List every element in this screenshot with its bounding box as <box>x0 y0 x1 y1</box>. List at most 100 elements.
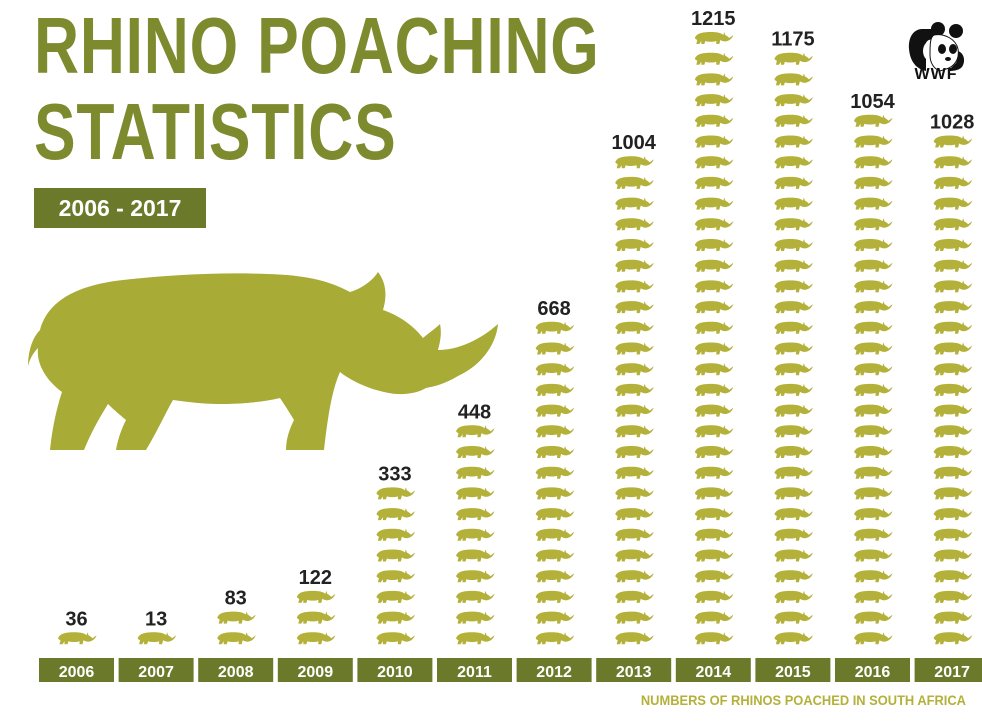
value-label-2011: 448 <box>458 401 491 423</box>
rhino-icon <box>854 404 893 417</box>
rhino-icon <box>854 383 893 396</box>
title-line-2: STATISTICS <box>34 87 397 176</box>
bar-2013 <box>615 156 654 645</box>
rhino-icon <box>854 280 893 293</box>
rhino-icon <box>774 321 813 334</box>
rhino-icon <box>854 528 893 541</box>
rhino-icon <box>774 239 813 251</box>
rhino-icon <box>854 218 893 231</box>
rhino-icon <box>615 549 654 562</box>
rhino-icon <box>694 363 734 376</box>
bar-2007 <box>137 632 177 645</box>
rhino-icon <box>774 446 813 458</box>
rhino-icon <box>774 280 813 293</box>
rhino-icon <box>376 632 415 645</box>
rhino-icon <box>933 342 973 355</box>
rhino-icon <box>296 590 336 603</box>
x-label-bg-2017 <box>914 658 982 682</box>
x-label-2017: 2017 <box>934 664 970 681</box>
rhino-icon <box>615 508 654 521</box>
rhino-icon <box>535 466 575 479</box>
rhino-icon <box>615 466 654 479</box>
x-label-2008: 2008 <box>218 664 254 681</box>
rhino-icon <box>774 176 813 189</box>
rhino-icon <box>615 176 654 189</box>
rhino-icon <box>933 321 973 334</box>
rhino-icon <box>694 446 734 458</box>
bar-2012 <box>535 321 575 645</box>
x-label-bg-2010 <box>357 658 433 682</box>
rhino-icon <box>535 528 575 541</box>
rhino-icon <box>854 487 893 500</box>
rhino-icon <box>376 590 415 603</box>
rhino-icon <box>774 73 813 86</box>
x-label-bg-2015 <box>755 658 831 682</box>
x-label-2013: 2013 <box>616 664 652 681</box>
rhino-icon <box>854 549 893 562</box>
wwf-panda-logo <box>908 22 965 72</box>
rhino-icon <box>615 280 654 293</box>
rhino-icon <box>535 404 575 417</box>
rhino-icon <box>535 570 575 583</box>
x-label-2015: 2015 <box>775 664 811 681</box>
rhino-icon <box>615 239 654 251</box>
x-label-2014: 2014 <box>696 664 732 681</box>
value-label-2006: 36 <box>65 608 87 630</box>
rhino-icon <box>615 590 654 603</box>
rhino-icon <box>694 466 734 479</box>
rhino-icon <box>933 632 973 645</box>
rhino-icon <box>456 446 495 458</box>
rhino-icon <box>854 259 893 272</box>
x-label-2010: 2010 <box>377 664 413 681</box>
rhino-icon <box>615 570 654 583</box>
rhino-icon <box>535 342 575 355</box>
value-label-2007: 13 <box>145 608 167 630</box>
value-label-2015: 1175 <box>771 29 814 51</box>
rhino-icon <box>774 94 813 107</box>
rhino-icon <box>694 342 734 355</box>
x-label-2007: 2007 <box>138 664 174 681</box>
rhino-icon <box>296 611 336 624</box>
rhino-icon <box>615 363 654 376</box>
rhino-icon <box>694 383 734 396</box>
rhino-icon <box>933 197 973 210</box>
rhino-icon <box>694 135 734 148</box>
rhino-icon <box>615 446 654 458</box>
rhino-icon <box>933 611 973 624</box>
rhino-icon <box>854 342 893 355</box>
rhino-icon <box>376 549 415 562</box>
rhino-icon <box>774 487 813 500</box>
rhino-icon <box>456 611 495 624</box>
rhino-icon <box>774 259 813 272</box>
value-label-2012: 668 <box>537 298 570 320</box>
rhino-icon <box>774 218 813 231</box>
rhino-icon <box>774 135 813 148</box>
rhino-icon <box>615 156 654 169</box>
rhino-icon <box>615 197 654 210</box>
rhino-icon <box>774 301 813 314</box>
rhino-icon <box>774 425 813 438</box>
rhino-icon <box>774 52 813 65</box>
rhino-icon <box>694 32 734 44</box>
rhino-icon <box>535 425 575 438</box>
x-label-2009: 2009 <box>298 664 334 681</box>
rhino-icon <box>854 156 893 169</box>
rhino-icon <box>933 259 973 272</box>
rhino-icon <box>694 94 734 107</box>
rhino-icon <box>933 135 973 148</box>
rhino-icon <box>296 632 336 645</box>
rhino-icon <box>774 549 813 562</box>
rhino-icon <box>774 508 813 521</box>
rhino-icon <box>694 156 734 169</box>
rhino-icon <box>933 363 973 376</box>
rhino-icon <box>456 570 495 583</box>
title-line-1: RHINO POACHING <box>34 1 600 90</box>
rhino-icon <box>376 528 415 541</box>
rhino-icon <box>854 425 893 438</box>
value-label-2013: 1004 <box>611 132 656 154</box>
x-label-bg-2006 <box>39 658 114 682</box>
rhino-icon <box>615 487 654 500</box>
rhino-icon <box>774 363 813 376</box>
rhino-icon <box>933 570 973 583</box>
